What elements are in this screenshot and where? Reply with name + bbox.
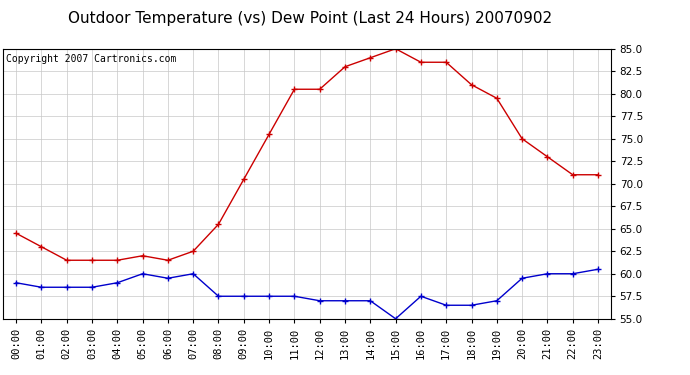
Text: Copyright 2007 Cartronics.com: Copyright 2007 Cartronics.com [6,54,177,64]
Text: Outdoor Temperature (vs) Dew Point (Last 24 Hours) 20070902: Outdoor Temperature (vs) Dew Point (Last… [68,11,553,26]
